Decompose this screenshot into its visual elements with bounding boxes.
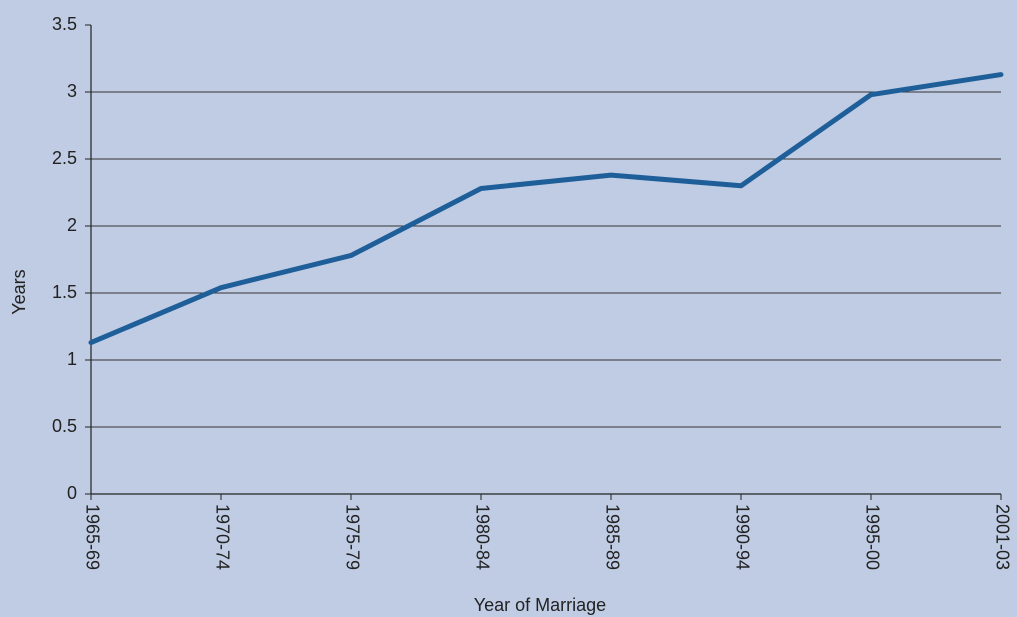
y-tick-label: 1.5 [52, 282, 77, 302]
x-tick-label: 1965-69 [82, 504, 102, 570]
y-tick-label: 3.5 [52, 14, 77, 34]
x-tick-label: 1980-84 [472, 504, 492, 570]
data-line [88, 72, 1004, 346]
x-tick-label: 1970-74 [212, 504, 232, 570]
x-tick-label: 1975-79 [342, 504, 362, 570]
y-axis-label: Years [9, 269, 29, 314]
x-tick-label: 1985-89 [602, 504, 622, 570]
y-tick-label: 2 [67, 215, 77, 235]
y-tick-label: 0.5 [52, 416, 77, 436]
y-tick-label: 0 [67, 483, 77, 503]
y-tick-label: 1 [67, 349, 77, 369]
x-axis-label: Year of Marriage [474, 595, 606, 615]
x-tick-label: 1995-00 [862, 504, 882, 570]
x-tick-label: 1990-94 [732, 504, 752, 570]
y-tick-label: 3 [67, 81, 77, 101]
x-tick-label: 2001-03 [992, 504, 1012, 570]
y-tick-label: 2.5 [52, 148, 77, 168]
